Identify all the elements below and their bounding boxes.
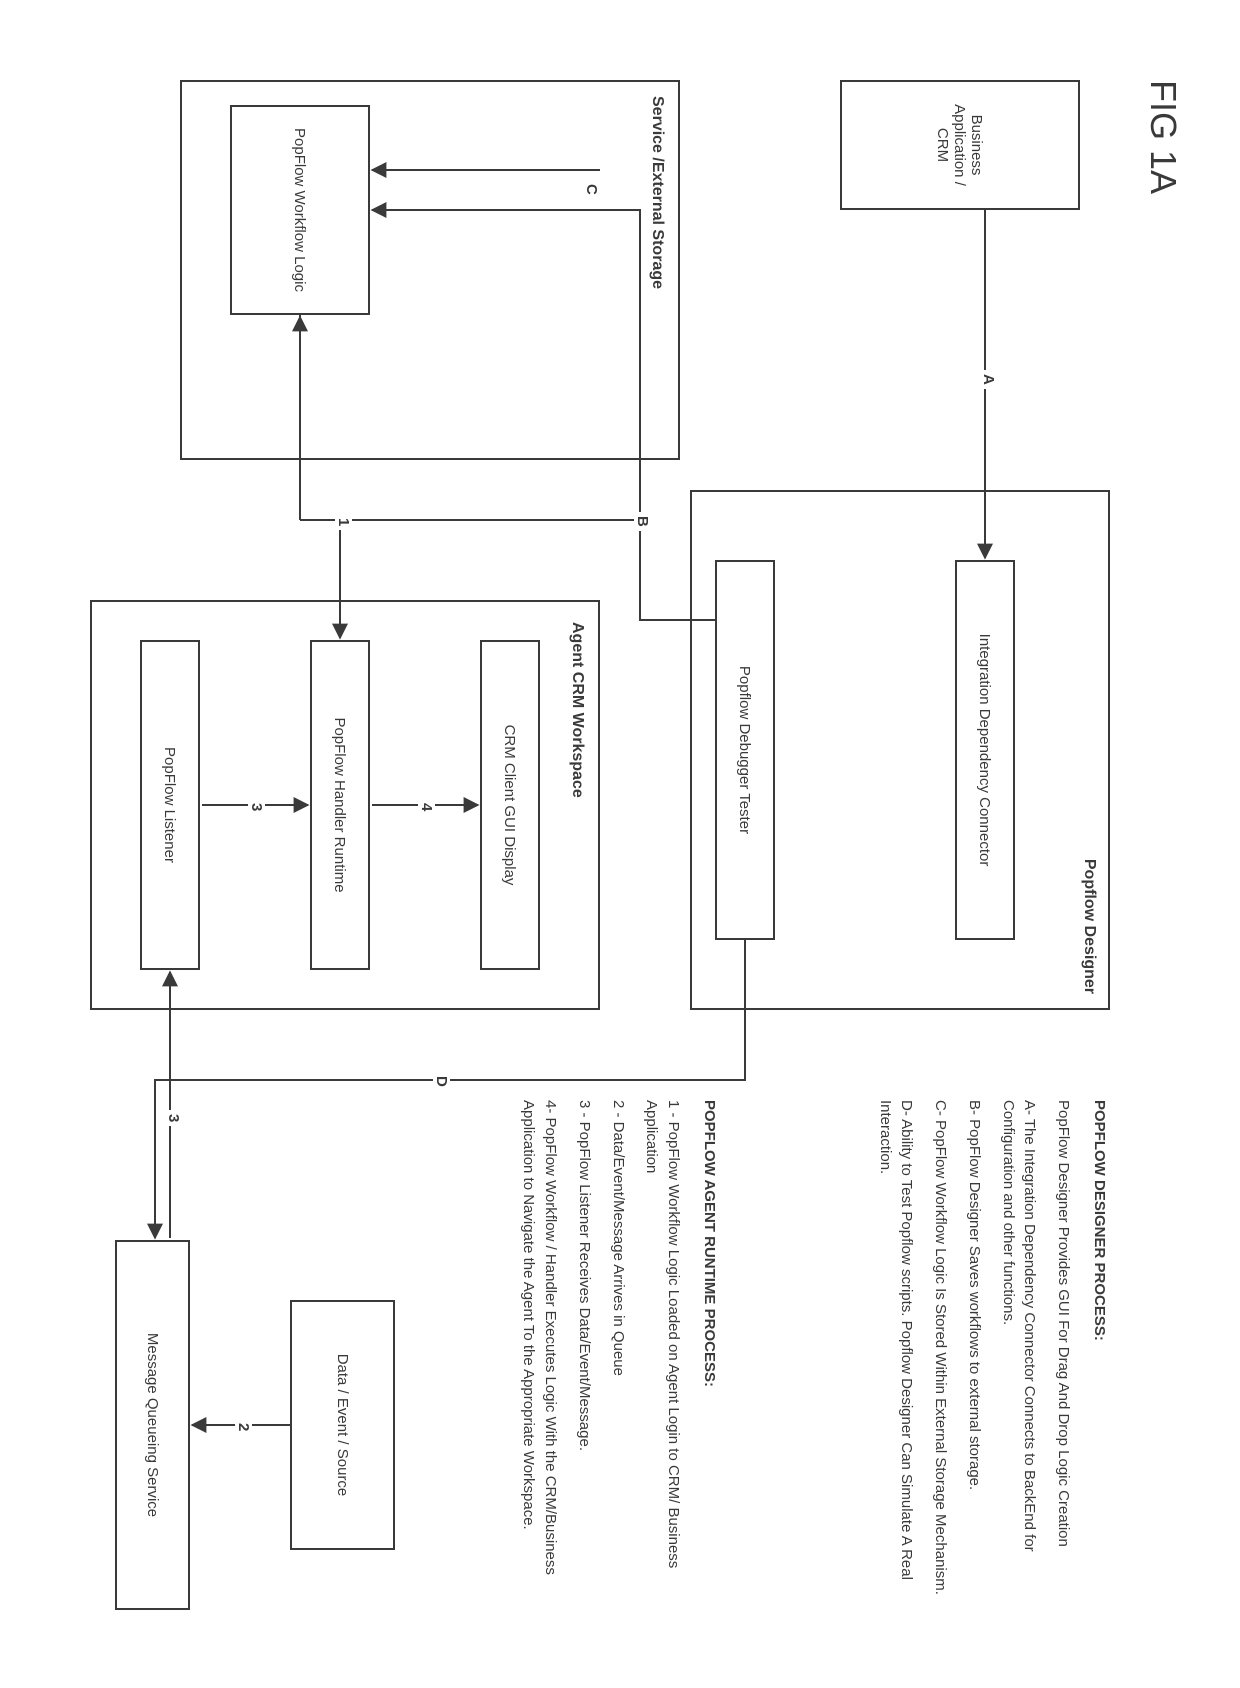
title-external-storage: Service /External Storage	[648, 96, 666, 289]
edge-label-d: D	[433, 1072, 450, 1091]
heading-designer-process: POPFLOW DESIGNER PROCESS:	[1088, 1100, 1110, 1600]
heading-runtime-process: POPFLOW AGENT RUNTIME PROCESS:	[698, 1100, 720, 1600]
box-crm-display: CRM Client GUI Display	[480, 640, 540, 970]
figure-label: FIG 1A	[1142, 80, 1184, 194]
edge-label-c: C	[583, 180, 600, 199]
text-runtime-3: 3 - PopFlow Listener Receives Data/Event…	[573, 1100, 595, 1600]
edge-label-1: 1	[335, 514, 352, 530]
text-runtime-process: POPFLOW AGENT RUNTIME PROCESS: 1 - PopFl…	[506, 1100, 720, 1600]
edge-label-a: A	[980, 370, 997, 389]
text-designer-intro: PopFlow Designer Provides GUI For Drag A…	[1053, 1100, 1075, 1600]
box-debugger-tester: Popflow Debugger Tester	[715, 560, 775, 940]
box-integration-connector: Integration Dependency Connector	[955, 560, 1015, 940]
box-handler-runtime: PopFlow Handler Runtime	[310, 640, 370, 970]
box-business-app: Business Application / CRM	[840, 80, 1080, 210]
text-runtime-2: 2 - Data/Event/Message Arrives in Queue	[607, 1100, 629, 1600]
title-agent-workspace: Agent CRM Workspace	[568, 622, 586, 798]
text-designer-c: C- PopFlow Workflow Logic Is Stored With…	[930, 1100, 952, 1600]
diagram-canvas: FIG 1A Business Application / CRM Popflo…	[0, 0, 1240, 1688]
edge-label-b: B	[634, 512, 651, 531]
text-designer-process: POPFLOW DESIGNER PROCESS: PopFlow Design…	[862, 1100, 1110, 1600]
text-designer-a: A- The Integration Dependency Connector …	[997, 1100, 1041, 1600]
edge-label-2: 2	[235, 1419, 252, 1435]
box-data-source: Data / Event / Source	[290, 1300, 395, 1550]
edge-label-4: 4	[418, 799, 435, 815]
box-message-queue: Message Queueing Service	[115, 1240, 190, 1610]
text-runtime-4: 4- PopFlow Workflow / Handler Executes L…	[518, 1100, 562, 1600]
edge-label-3-right: 3	[165, 1110, 182, 1126]
box-popflow-listener: PopFlow Listener	[140, 640, 200, 970]
text-runtime-1: 1 - PopFlow Workflow Logic Loaded on Age…	[641, 1100, 685, 1600]
text-designer-b: B- PopFlow Designer Saves workflows to e…	[963, 1100, 985, 1600]
title-popflow-designer: Popflow Designer	[1080, 859, 1098, 994]
edge-label-3-left: 3	[248, 799, 265, 815]
box-workflow-logic: PopFlow Workflow Logic	[230, 105, 370, 315]
text-designer-d: D- Ability to Test Popflow scripts. Popf…	[874, 1100, 918, 1600]
